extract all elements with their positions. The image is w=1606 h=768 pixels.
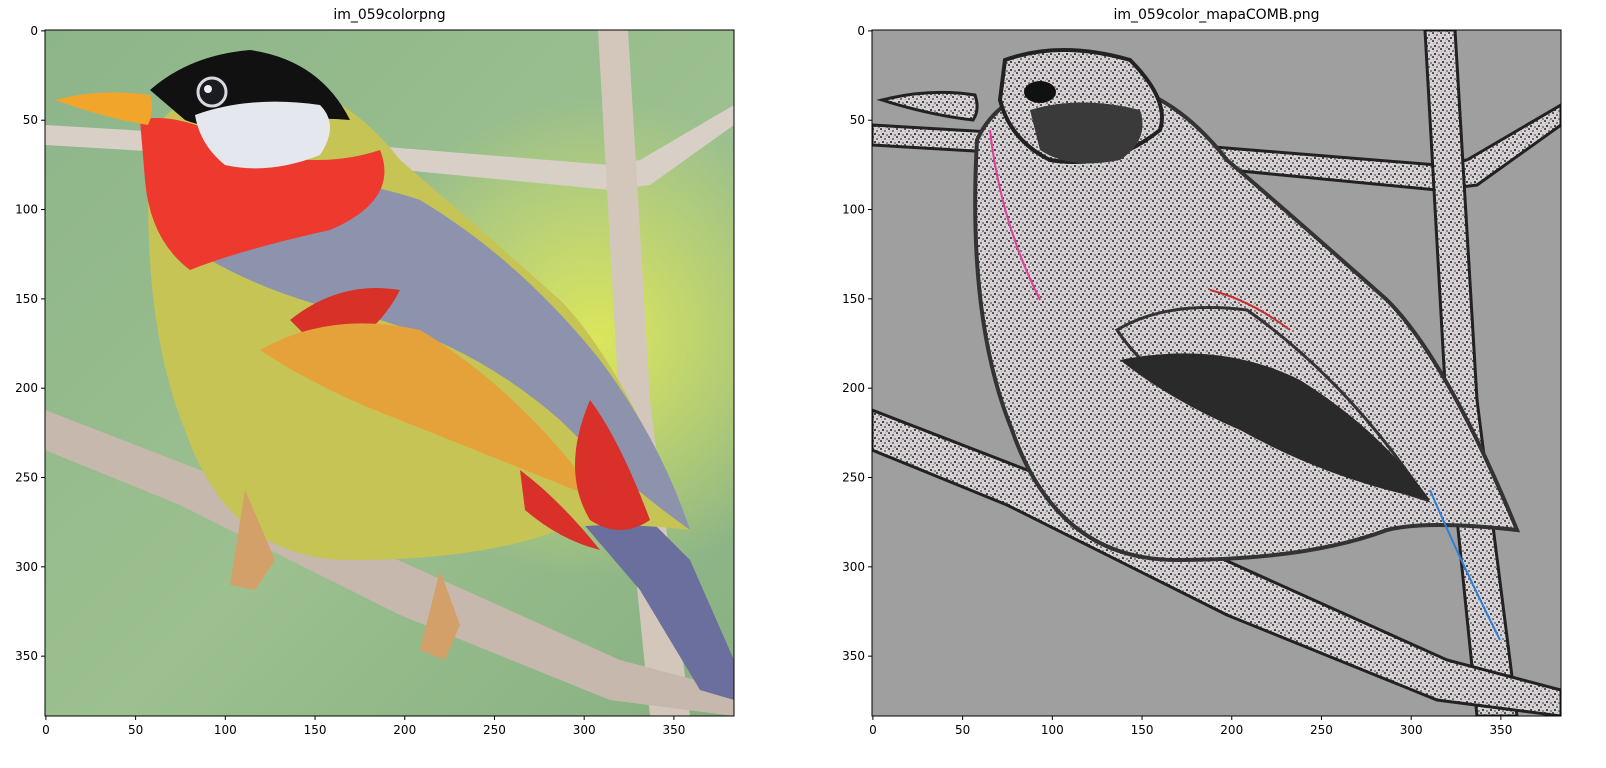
- x-tick-label: 150: [1131, 723, 1154, 737]
- y-tick-label: 50: [850, 113, 865, 127]
- plot-frame: [871, 29, 1562, 717]
- x-tick-label: 50: [955, 723, 970, 737]
- y-tick-label: 100: [842, 203, 865, 217]
- x-tick-label: 300: [1400, 723, 1423, 737]
- y-tick-label: 250: [842, 471, 865, 485]
- y-tick-label: 0: [30, 24, 38, 38]
- x-tick-label: 200: [393, 723, 416, 737]
- bird-edge-map: [872, 30, 1561, 716]
- y-tick-label: 300: [15, 560, 38, 574]
- y-tick-label: 250: [15, 471, 38, 485]
- x-tick-label: 350: [662, 723, 685, 737]
- x-tick-label: 0: [869, 723, 877, 737]
- y-tick-label: 50: [23, 113, 38, 127]
- image-panel-original: im_059colorpng: [15, 7, 735, 737]
- x-axis: 0 50 100 150 200 250 300 350: [869, 716, 1512, 737]
- y-tick-label: 200: [842, 381, 865, 395]
- image-panel-edge-map: im_059color_mapaCOMB.png: [842, 7, 1562, 737]
- x-tick-label: 350: [1489, 723, 1512, 737]
- panel-title-edge-map: im_059color_mapaCOMB.png: [1114, 7, 1320, 23]
- x-tick-label: 50: [128, 723, 143, 737]
- y-tick-label: 150: [15, 292, 38, 306]
- y-tick-label: 0: [857, 24, 865, 38]
- y-tick-label: 150: [842, 292, 865, 306]
- y-axis: 0 50 100 150 200 250 300 350: [15, 24, 45, 663]
- plot-frame: [44, 29, 735, 717]
- x-axis: 0 50 100 150 200 250 300 350: [42, 716, 685, 737]
- x-tick-label: 250: [483, 723, 506, 737]
- bird-photo: [45, 30, 734, 716]
- x-tick-label: 100: [214, 723, 237, 737]
- panel-title-original: im_059colorpng: [333, 7, 445, 23]
- x-tick-label: 200: [1220, 723, 1243, 737]
- y-tick-label: 350: [15, 649, 38, 663]
- x-tick-label: 300: [573, 723, 596, 737]
- y-tick-label: 200: [15, 381, 38, 395]
- x-tick-label: 0: [42, 723, 50, 737]
- x-tick-label: 250: [1310, 723, 1333, 737]
- y-tick-label: 350: [842, 649, 865, 663]
- y-axis: 0 50 100 150 200 250 300 350: [842, 24, 872, 663]
- y-tick-label: 300: [842, 560, 865, 574]
- y-tick-label: 100: [15, 203, 38, 217]
- x-tick-label: 150: [304, 723, 327, 737]
- x-tick-label: 100: [1041, 723, 1064, 737]
